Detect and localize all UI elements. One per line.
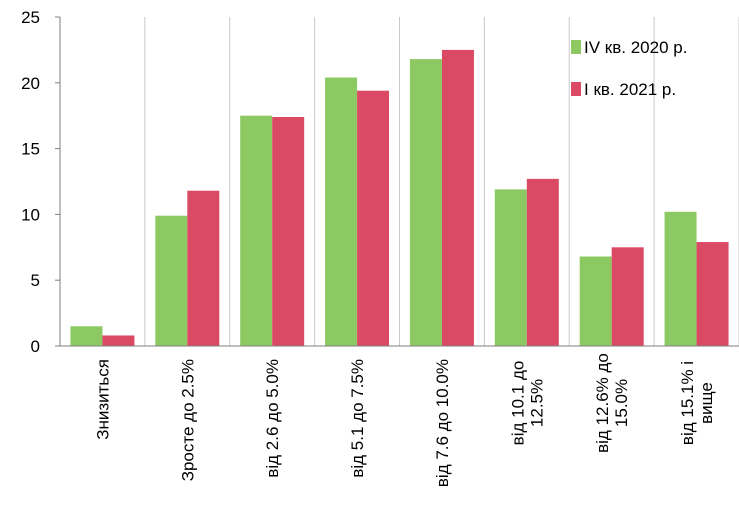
- x-tick-label-7: від 15.1% і вище: [678, 361, 716, 445]
- bar-series2-3: [357, 90, 390, 346]
- bar-series2-0: [102, 335, 135, 346]
- x-tick-label-0: Знизиться: [93, 359, 112, 440]
- bar-series2-7: [696, 242, 729, 346]
- y-tick-labels: 0 5 10 15 20 25: [21, 8, 40, 356]
- x-tick-label-1: Зросте до 2.5%: [178, 359, 197, 481]
- bar-series1-7: [664, 211, 697, 346]
- legend: IV кв. 2020 р. I кв. 2021 р.: [571, 38, 687, 99]
- bar-series1-2: [240, 115, 273, 346]
- bar-series2-4: [441, 49, 474, 347]
- legend-swatch-0: [571, 40, 581, 54]
- x-tick-label-line: від 5.1 до 7.5%: [348, 359, 367, 478]
- x-tick-label-line: від 10.1 до: [508, 361, 527, 446]
- axes: [55, 16, 739, 347]
- bar-series1-4: [409, 59, 442, 346]
- legend-label-0: IV кв. 2020 р.: [584, 38, 687, 57]
- legend-swatch-1: [571, 82, 581, 96]
- x-tick-label-line: від 15.1% і: [678, 361, 697, 445]
- legend-label-1: I кв. 2021 р.: [584, 80, 676, 99]
- x-tick-label-line: 12.5%: [527, 379, 546, 427]
- x-tick-label-5: від 10.1 до 12.5%: [508, 361, 546, 446]
- x-tick-label-line: Знизиться: [93, 359, 112, 440]
- x-tick-label-4: від 7.6 до 10.0%: [433, 359, 452, 487]
- bar-series2-6: [611, 247, 644, 346]
- y-tick-label: 5: [31, 271, 40, 290]
- bar-series1-5: [494, 189, 527, 346]
- bar-series2-2: [272, 117, 305, 347]
- x-tick-label-line: Зросте до 2.5%: [178, 359, 197, 481]
- y-tick-label: 10: [21, 205, 40, 224]
- bar-series1-6: [579, 256, 612, 346]
- bars: [70, 49, 729, 347]
- y-tick-label: 20: [21, 74, 40, 93]
- x-tick-label-line: від 2.6 до 5.0%: [263, 359, 282, 478]
- y-tick-label: 25: [21, 8, 40, 27]
- bar-series1-3: [325, 77, 358, 346]
- x-tick-labels: Знизиться Зросте до 2.5% від 2.6 до 5.0% ві…: [93, 353, 716, 487]
- bar-series2-5: [526, 178, 559, 346]
- x-tick-label-2: від 2.6 до 5.0%: [263, 359, 282, 478]
- x-tick-label-line: від 12.6% до: [593, 353, 612, 453]
- bar-series1-1: [155, 215, 188, 346]
- x-tick-label-3: від 5.1 до 7.5%: [348, 359, 367, 478]
- gridlines: [144, 17, 739, 346]
- bar-series1-0: [70, 326, 103, 346]
- x-tick-label-line: вище: [697, 382, 716, 424]
- bar-series2-1: [187, 190, 220, 346]
- y-tick-label: 0: [31, 337, 40, 356]
- x-tick-label-line: від 7.6 до 10.0%: [433, 359, 452, 487]
- x-tick-label-6: від 12.6% до 15.0%: [593, 353, 631, 453]
- y-tick-label: 15: [21, 140, 40, 159]
- x-tick-label-line: 15.0%: [612, 379, 631, 427]
